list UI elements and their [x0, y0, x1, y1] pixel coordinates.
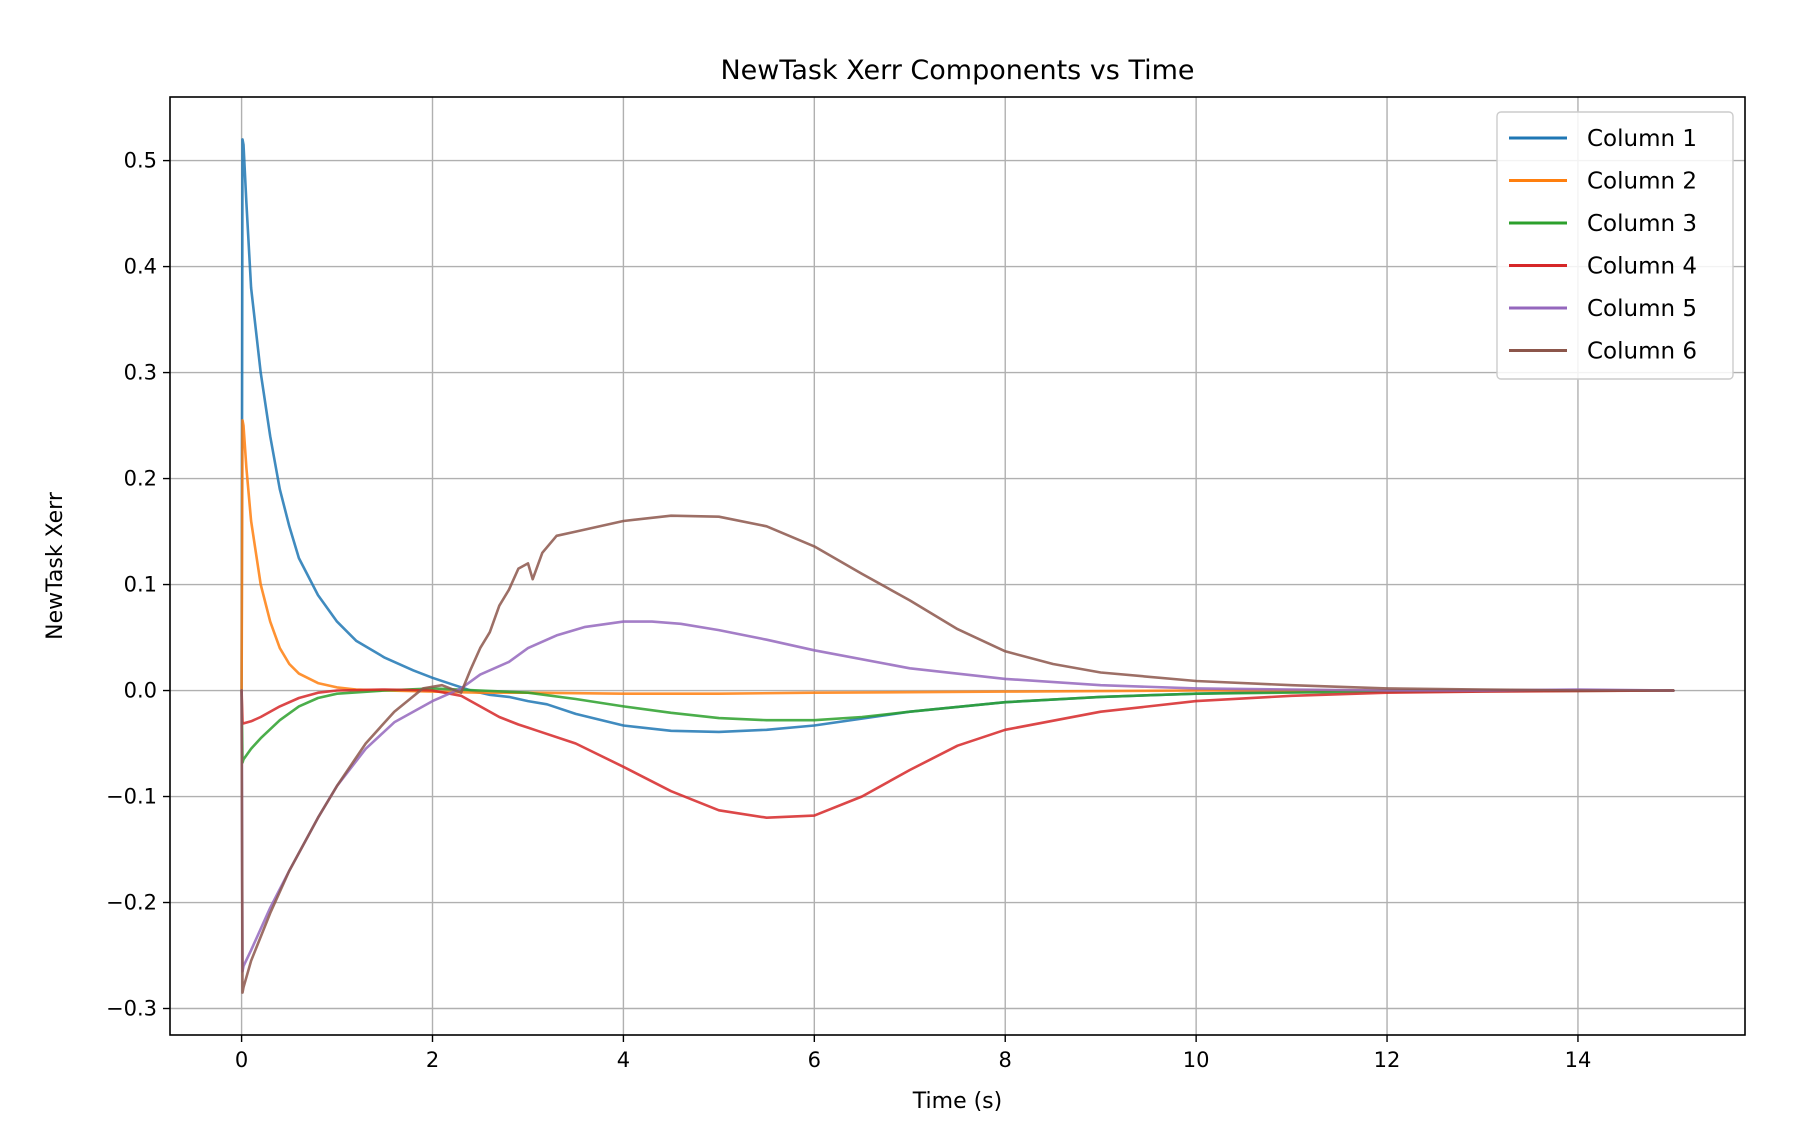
x-axis-label: Time (s)	[912, 1089, 1002, 1114]
y-tick-label: −0.3	[106, 997, 157, 1021]
y-tick-label: −0.2	[106, 891, 157, 915]
series-line-column-2	[240, 419, 1675, 695]
legend-label: Column 5	[1587, 296, 1697, 322]
legend-label: Column 2	[1587, 169, 1697, 195]
x-tick-label: 0	[235, 1048, 248, 1072]
y-tick-label: 0.3	[124, 361, 157, 385]
plot-frame	[169, 96, 1746, 1036]
axis-ticks: 0 2 4 6 8 10 12 14 −0.3 −0.2 −0.1 0.0 0.1 0.2 0.3 0.4 0.…	[106, 149, 1591, 1072]
legend: Column 1 Column 2 Column 3 Column 4 Column 5…	[1496, 111, 1734, 380]
series-line-column-6	[240, 514, 1675, 994]
y-axis-label: NewTask Xerr	[43, 491, 68, 640]
x-tick-label: 4	[617, 1048, 630, 1072]
chart-title: NewTask Xerr Components vs Time	[720, 55, 1194, 86]
legend-label: Column 1	[1587, 126, 1697, 152]
legend-box	[1496, 111, 1734, 380]
series-line-column-3	[240, 687, 1675, 764]
legend-label: Column 4	[1587, 254, 1697, 280]
y-tick-label: 0.2	[124, 467, 157, 491]
series-line-column-4	[240, 688, 1675, 819]
x-tick-label: 2	[426, 1048, 439, 1072]
y-tick-label: −0.1	[106, 785, 157, 809]
x-tick-label: 6	[808, 1048, 821, 1072]
x-tick-label: 8	[999, 1048, 1012, 1072]
y-tick-label: 0.4	[124, 255, 157, 279]
x-tick-label: 14	[1565, 1048, 1592, 1072]
y-tick-label: 0.0	[124, 679, 157, 703]
x-tick-label: 10	[1183, 1048, 1210, 1072]
series-lines	[240, 138, 1675, 994]
legend-label: Column 6	[1587, 339, 1697, 365]
y-tick-label: 0.5	[124, 149, 157, 173]
y-tick-label: 0.1	[124, 573, 157, 597]
legend-label: Column 3	[1587, 211, 1697, 237]
x-tick-label: 12	[1374, 1048, 1401, 1072]
